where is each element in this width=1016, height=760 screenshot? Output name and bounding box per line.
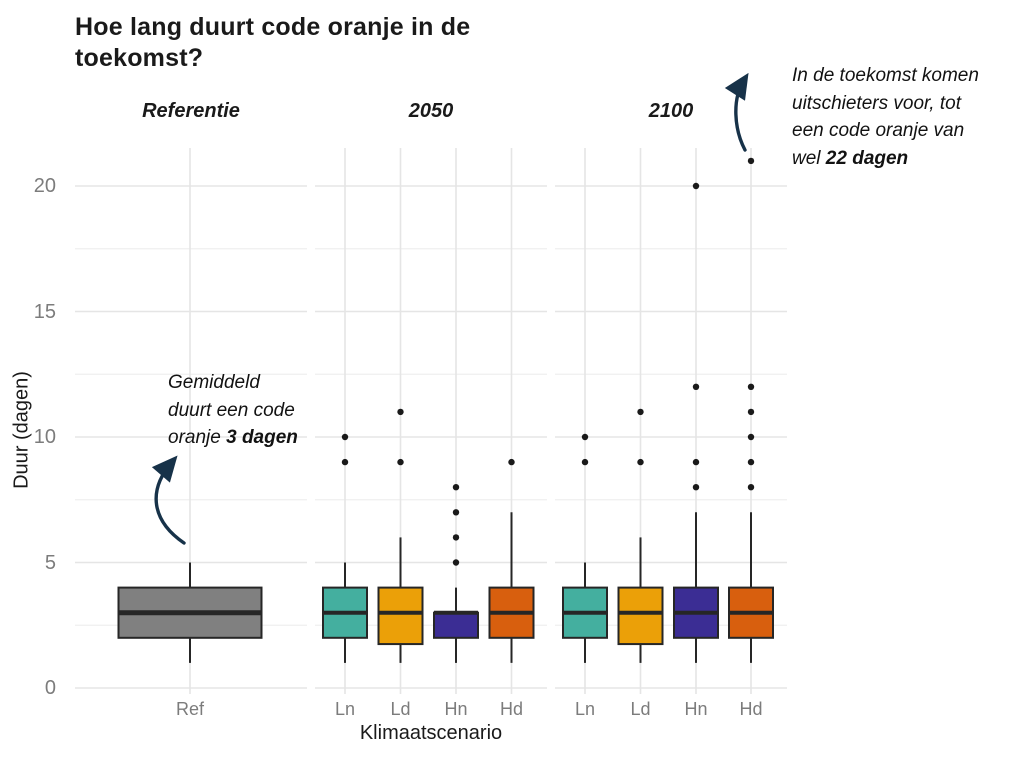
annotation-line: duurt een code	[168, 399, 295, 421]
chart-layers	[75, 148, 787, 694]
chart-title-line1: Hoe lang duurt code oranje in de	[75, 13, 471, 41]
annotation-line: uitschieters voor, tot	[792, 92, 961, 114]
outlier-dot	[692, 458, 700, 466]
outlier-dot	[452, 509, 460, 516]
x-tick-label-2100-Ln: Ln	[574, 699, 596, 719]
facet-label-2050: 2050	[408, 100, 454, 122]
annotation-outliers: In de toekomst komen uitschieters voor, …	[792, 62, 979, 172]
outlier-dot	[452, 484, 460, 491]
outlier-dot	[341, 433, 349, 441]
outlier-dot	[637, 408, 644, 416]
x-tick-label-2100-Hn: Hn	[684, 699, 708, 719]
y-tick-label-5: 5	[44, 551, 56, 574]
x-tick-label-2100-Ld: Ld	[630, 699, 651, 719]
chart-title: Hoe lang duurt code oranje in de toekoms…	[75, 12, 470, 74]
outlier-dot	[747, 157, 755, 165]
facet-label-referentie: Referentie	[142, 100, 240, 122]
outlier-dot	[397, 408, 404, 416]
outlier-dot	[747, 433, 755, 441]
box-iqr	[617, 586, 664, 646]
box-iqr	[433, 611, 479, 639]
annotation-mean-duration: Gemiddeld duurt een code oranje 3 dagen	[168, 369, 298, 452]
y-tick-label-10: 10	[33, 426, 56, 448]
outlier-dot	[747, 484, 755, 491]
annotation-line: In de toekomst komen	[792, 65, 979, 86]
outlier-dot	[341, 458, 349, 466]
facet-label-2100: 2100	[648, 100, 694, 122]
annotation-text: wel	[792, 147, 826, 169]
annotation-bold-text: 22 dagen	[825, 147, 909, 169]
boxplot-2100-Ln	[562, 433, 608, 663]
outlier-dot	[747, 383, 755, 390]
boxplot-Referentie-Ref	[117, 562, 263, 663]
annotation-bold-text: 3 dagen	[226, 427, 298, 448]
y-tick-label-0: 0	[44, 677, 56, 699]
x-tick-label-Referentie-Ref: Ref	[175, 699, 205, 719]
facet-panel-2050	[315, 148, 547, 694]
outlier-dot	[747, 408, 755, 416]
outlier-dot	[581, 458, 589, 466]
boxplot-2100-Hd	[728, 157, 774, 663]
boxplot-2100-Hn	[673, 182, 719, 663]
box-iqr	[377, 586, 424, 646]
boxplot-2050-Hn	[433, 484, 479, 663]
outlier-dot	[581, 433, 589, 441]
outlier-dot	[637, 458, 644, 466]
outlier-dot	[692, 182, 700, 190]
outlier-dot	[692, 383, 700, 390]
x-tick-label-2100-Hd: Hd	[739, 699, 763, 719]
outlier-dot	[452, 559, 460, 566]
outlier-dot	[452, 534, 460, 541]
annotation-line: oranje 3 dagen	[168, 424, 298, 452]
x-tick-label-2050-Ln: Ln	[334, 699, 356, 719]
y-tick-label-15: 15	[33, 300, 56, 323]
facet-panel-2100	[555, 148, 787, 694]
boxplot-2050-Ln	[322, 433, 368, 663]
outlier-dot	[692, 484, 700, 491]
x-tick-label-2050-Ld: Ld	[390, 699, 411, 719]
annotation-arrow-mean	[151, 455, 186, 545]
annotation-arrow-outlier	[724, 72, 749, 152]
facet-panel-Referentie	[75, 148, 307, 694]
boxplot-2050-Ld	[377, 408, 424, 663]
chart-title-line2: toekomst?	[75, 44, 204, 72]
boxplot-2100-Ld	[617, 408, 664, 663]
x-tick-label-2050-Hn: Hn	[444, 699, 468, 719]
boxplot-2050-Hd	[488, 458, 535, 663]
y-tick-label-20: 20	[33, 175, 56, 197]
x-tick-label-2050-Hd: Hd	[499, 699, 524, 719]
annotation-text: oranje	[168, 427, 227, 448]
outlier-dot	[747, 458, 755, 466]
x-axis-title: Klimaatscenario	[359, 722, 503, 744]
outlier-dot	[508, 458, 515, 466]
outlier-dot	[397, 458, 404, 466]
annotation-line: een code oranje van	[792, 120, 965, 141]
annotation-line: wel 22 dagen	[792, 145, 979, 173]
annotation-line: Gemiddeld	[168, 372, 260, 393]
